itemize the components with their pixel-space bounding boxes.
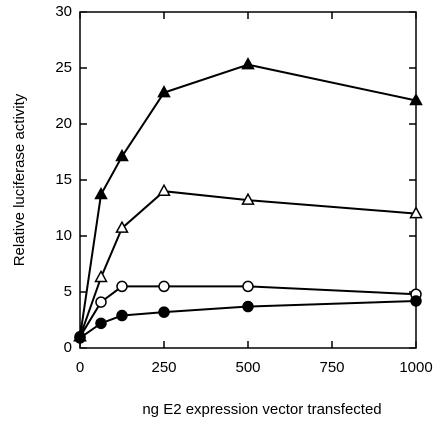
y-tick-label: 10 [55, 227, 72, 244]
x-tick-label: 250 [151, 359, 176, 376]
x-axis-label: ng E2 expression vector transfected [142, 401, 381, 418]
x-tick-label: 750 [319, 359, 344, 376]
marker [94, 187, 108, 200]
y-tick-label: 15 [55, 171, 72, 188]
marker [409, 206, 423, 219]
y-tick-label: 25 [55, 59, 72, 76]
marker [158, 306, 170, 318]
x-tick-label: 0 [76, 359, 84, 376]
marker [157, 85, 171, 98]
marker [241, 192, 255, 205]
y-tick-label: 30 [55, 3, 72, 20]
marker [116, 280, 128, 293]
marker [74, 332, 86, 344]
marker [242, 280, 254, 293]
marker [95, 296, 107, 308]
series-line [79, 63, 417, 337]
marker [158, 280, 170, 293]
series-line [79, 285, 417, 338]
marker [95, 317, 107, 330]
x-tick-label: 1000 [399, 359, 432, 376]
marker [115, 220, 129, 233]
marker [94, 269, 108, 283]
y-tick-label: 20 [55, 115, 72, 132]
marker [409, 92, 423, 106]
marker [410, 295, 422, 307]
y-tick-label: 0 [64, 339, 72, 356]
marker [241, 57, 255, 70]
marker [116, 309, 128, 322]
y-axis-label: Relative luciferase activity [11, 93, 28, 266]
x-tick-label: 500 [235, 359, 260, 376]
series-line [79, 190, 417, 338]
marker [242, 300, 254, 313]
marker [115, 148, 129, 162]
y-tick-label: 5 [64, 283, 72, 300]
marker [157, 183, 171, 196]
